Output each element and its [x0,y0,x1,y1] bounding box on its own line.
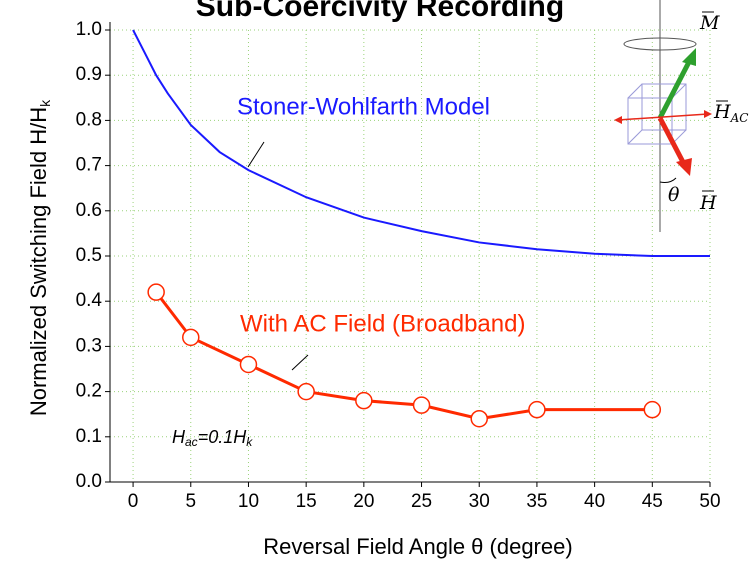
x-tick-label: 25 [411,491,432,512]
inset-diagram: M HAC H θ [614,0,748,232]
inset-precession [623,37,697,51]
inset-cube [627,83,687,145]
x-tick-label: 5 [185,491,196,512]
inset-m-head [682,48,696,66]
annotation: Hac=0.1Hk [172,427,253,449]
data-point [147,283,165,301]
data-point [239,355,258,374]
y-axis-label-text: Normalized Switching Field H/H [26,107,51,416]
inset-hac-head [704,110,712,118]
inset-label: HAC [713,101,748,125]
series-line [132,29,710,257]
data-point [355,391,373,410]
inset-angle-arc [659,177,677,183]
annotation-part: H [172,427,186,447]
inset-label: M [699,12,720,34]
leader-line [247,141,265,168]
x-tick-label: 15 [296,491,317,512]
data-point [528,400,546,419]
data-point [297,382,315,401]
y-tick-label: 0.3 [76,335,102,356]
chart-title: Sub-Coercivity Recording [196,0,564,23]
inset-h-arrow [657,116,687,166]
x-tick-label: 0 [128,491,139,512]
y-tick-label: 0.2 [76,381,102,402]
data-point [470,409,488,428]
inset-hac-arrow [617,113,709,121]
annotation-part: ac [185,435,198,449]
y-tick-label: 1.0 [76,19,102,40]
inset-m-arrow [657,58,693,120]
x-tick-label: 30 [469,491,490,512]
y-tick-label: 0.0 [76,471,102,492]
y-tick-label: 0.1 [76,426,102,447]
leader-line [291,354,309,371]
y-tick-label: 0.9 [76,64,102,85]
y-tick-label: 0.6 [76,200,102,221]
data-point [412,396,431,414]
annotation-part: =0.1H [198,427,248,447]
annotation-part: k [246,435,253,449]
series-label: Stoner-Wohlfarth Model [237,93,490,120]
y-tick-label: 0.7 [76,155,102,176]
y-axis-label-sub: k [37,99,53,107]
x-tick-label: 45 [642,491,663,512]
inset-h-head [676,158,692,176]
y-tick-label: 0.5 [76,245,102,266]
x-tick-label: 50 [699,491,720,512]
data-point [182,328,200,347]
data-point [643,400,662,419]
inset-label-text: H [713,101,731,123]
inset-label: θ [668,184,680,206]
series-label: With AC Field (Broadband) [240,310,525,337]
y-tick-label: 0.4 [76,290,103,311]
x-tick-label: 35 [526,491,547,512]
inset-label-sub: AC [730,111,749,125]
inset-label: H [699,192,717,214]
plot: 0.0 0.1 0.2 0.3 0.4 0.5 0.6 0.7 0.8 0.9 1.0 0 5 10 15 2… [76,19,721,512]
y-tick-label: 0.8 [76,109,102,130]
x-axis-label: Reversal Field Angle θ (degree) [263,534,572,559]
x-tick-label: 40 [584,491,605,512]
x-tick-label: 20 [353,491,374,512]
x-tick-label: 10 [238,491,259,512]
y-axis-label: Normalized Switching Field H/Hk [26,99,53,416]
inset-hac-head [614,116,622,124]
